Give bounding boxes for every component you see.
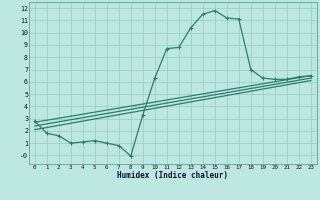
- X-axis label: Humidex (Indice chaleur): Humidex (Indice chaleur): [117, 171, 228, 180]
